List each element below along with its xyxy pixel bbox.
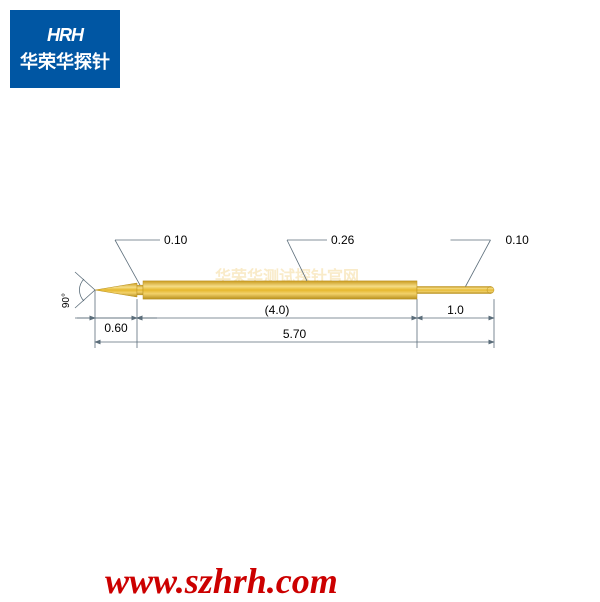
pin-shape xyxy=(95,281,494,299)
svg-text:90°: 90° xyxy=(61,293,72,308)
svg-text:5.70: 5.70 xyxy=(283,327,307,341)
svg-text:0.26: 0.26 xyxy=(331,233,355,247)
pin-diagram: 华荣华测试探针官网 0.100.260.1090°0.60(4.0)1.05.7… xyxy=(0,0,600,600)
svg-text:0.10: 0.10 xyxy=(506,233,530,247)
website-url[interactable]: www.szhrh.com xyxy=(105,560,338,602)
svg-text:0.10: 0.10 xyxy=(164,233,188,247)
logo-cn: 华荣华探针 xyxy=(20,48,110,74)
logo: HRH 华荣华探针 xyxy=(10,10,120,88)
svg-text:1.0: 1.0 xyxy=(447,303,464,317)
svg-text:0.60: 0.60 xyxy=(104,321,128,335)
svg-text:(4.0): (4.0) xyxy=(265,303,290,317)
logo-mark: HRH xyxy=(47,25,83,46)
